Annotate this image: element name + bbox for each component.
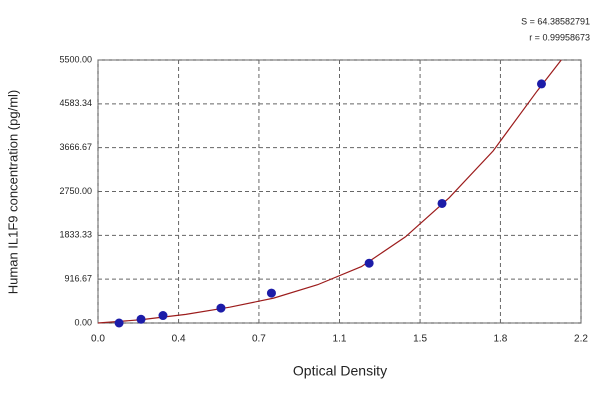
x-tick-label: 0.4 bbox=[172, 334, 186, 345]
x-tick-label: 2.2 bbox=[574, 334, 588, 345]
data-point bbox=[266, 288, 276, 298]
data-point bbox=[364, 258, 374, 268]
fit-curve bbox=[97, 59, 562, 324]
x-tick-label: 1.1 bbox=[333, 334, 347, 345]
y-tick-label: 5500.00 bbox=[59, 54, 92, 64]
data-point bbox=[536, 79, 546, 89]
data-point bbox=[114, 318, 124, 328]
y-tick-label: 0.00 bbox=[74, 317, 92, 327]
y-tick-label: 4583.34 bbox=[59, 98, 92, 108]
data-point bbox=[437, 198, 447, 208]
y-tick-label: 2750.00 bbox=[59, 186, 92, 196]
y-tick-label: 3666.67 bbox=[59, 142, 92, 152]
annotation: S = 64.38582791 bbox=[521, 16, 590, 26]
y-axis-label: Human IL1F9 concentration (pg/ml) bbox=[5, 90, 20, 294]
x-axis-label: Optical Density bbox=[293, 363, 387, 379]
data-point bbox=[136, 314, 146, 324]
data-point bbox=[216, 303, 226, 313]
x-tick-label: 0.0 bbox=[91, 334, 105, 345]
x-tick-label: 0.7 bbox=[252, 334, 266, 345]
y-tick-label: 1833.33 bbox=[59, 230, 92, 240]
data-point bbox=[158, 311, 168, 321]
y-tick-label: 916.67 bbox=[64, 274, 92, 284]
x-tick-label: 1.5 bbox=[413, 334, 427, 345]
x-tick-label: 1.8 bbox=[493, 334, 507, 345]
annotation: r = 0.99958673 bbox=[529, 32, 590, 42]
